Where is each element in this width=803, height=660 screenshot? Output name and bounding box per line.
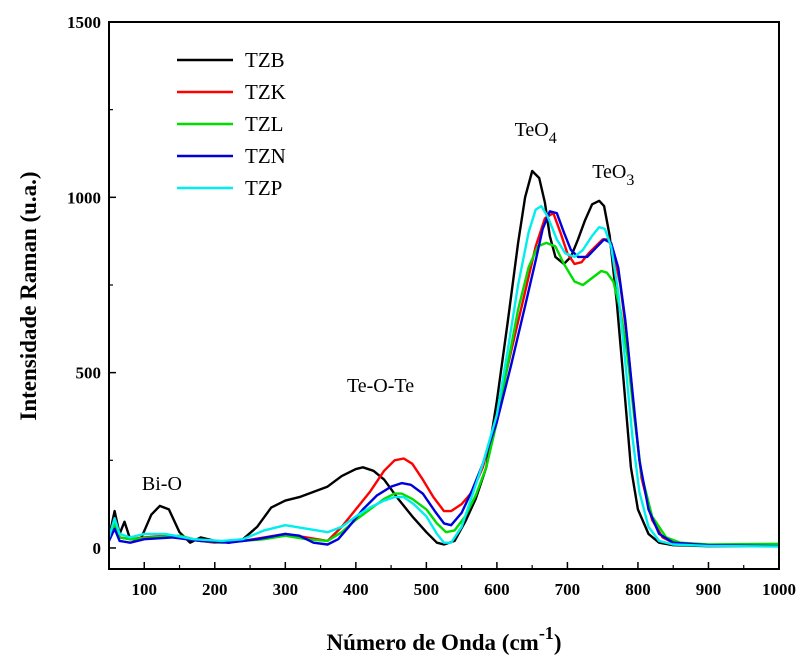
peak-annotation: Bi-O — [142, 473, 182, 495]
series-line-tzn — [107, 210, 780, 548]
y-tick-label: 1000 — [67, 188, 101, 207]
x-axis-label-sup: -1 — [539, 623, 554, 643]
x-tick-label: 500 — [414, 580, 440, 599]
annotation-text: TeO — [592, 161, 626, 183]
peak-annotation: TeO3 — [592, 161, 634, 189]
y-tick-label: 0 — [93, 539, 102, 558]
peak-annotation: TeO4 — [515, 119, 557, 147]
y-tick-label: 1500 — [67, 13, 101, 32]
series-line-tzb — [107, 169, 779, 548]
x-tick-label: 600 — [484, 580, 510, 599]
x-tick-label: 200 — [202, 580, 228, 599]
legend: TZB TZK TZL TZN TZP — [177, 48, 286, 200]
annotation-text: Bi-O — [142, 473, 182, 495]
series-line-tzp — [107, 204, 780, 548]
legend-label-tzk: TZK — [245, 80, 286, 104]
ticks-layer: 100 200 300 400 500 600 700 800 900 1000 0 500 1000 1… — [67, 13, 796, 599]
x-axis-label-close: ) — [554, 630, 562, 655]
y-tick-label: 500 — [76, 364, 102, 383]
series-line-tzl — [107, 241, 780, 546]
annotation-subscript: 3 — [626, 172, 634, 189]
x-tick-label: 100 — [132, 580, 158, 599]
x-axis-label-main: Número de Onda (cm — [327, 630, 539, 655]
x-tick-label: 900 — [696, 580, 722, 599]
x-tick-label: 400 — [343, 580, 369, 599]
legend-label-tzb: TZB — [245, 48, 285, 72]
y-axis-label: Intensidade Raman (u.a.) — [16, 171, 41, 420]
x-axis-label: Número de Onda (cm-1) — [327, 623, 562, 655]
annotation-text: Te-O-Te — [347, 375, 414, 397]
series-layer — [107, 169, 780, 548]
x-tick-label: 800 — [625, 580, 651, 599]
annotation-text: TeO — [515, 119, 549, 141]
legend-label-tzn: TZN — [245, 144, 286, 168]
legend-label-tzp: TZP — [245, 176, 282, 200]
legend-label-tzl: TZL — [245, 112, 283, 136]
x-tick-label: 700 — [555, 580, 581, 599]
x-tick-label: 1000 — [762, 580, 796, 599]
x-tick-label: 300 — [273, 580, 299, 599]
peak-annotation: Te-O-Te — [347, 375, 414, 397]
annotation-subscript: 4 — [549, 130, 557, 147]
plot-frame — [108, 21, 780, 570]
series-line-tzk — [107, 211, 780, 548]
